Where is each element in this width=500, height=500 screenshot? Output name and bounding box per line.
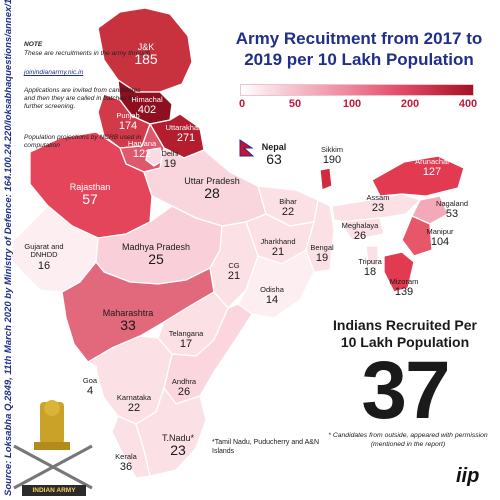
- region-label-meghalaya: Meghalaya 26: [341, 221, 379, 243]
- region-label-goa: Goa 4: [82, 376, 98, 398]
- army-emblem-icon: [13, 400, 93, 490]
- region-label-sikkim: Sikkim 190: [320, 145, 344, 167]
- region-label-nagaland: Nagaland 53: [435, 199, 469, 221]
- region-bengal: [305, 199, 335, 273]
- legend-color-scale: [240, 84, 474, 96]
- region-label-mp: Madhya Pradesh 25: [121, 242, 191, 268]
- region-tripura: [365, 245, 379, 267]
- region-jk: [97, 7, 193, 93]
- legend-tick: 0: [238, 98, 246, 110]
- legend-tick: 100: [342, 98, 362, 110]
- legend-tick: 400: [458, 98, 478, 110]
- summary-label: Indians Recruited Per 10 Lakh Population: [333, 317, 477, 350]
- region-delhi: [145, 147, 165, 167]
- region-label-manipur: Manipur 104: [426, 227, 454, 249]
- note-line-3: Population projections by NCRB used in c…: [24, 134, 142, 149]
- region-label-tripura: Tripura 18: [358, 257, 382, 279]
- region-arunachal: [371, 155, 465, 197]
- tamil-nadu-note: *Tamil Nadu, Puducherry and A&N Islands: [212, 439, 319, 455]
- note-line-1: These are recruitments in the army throu…: [24, 50, 151, 57]
- region-label-cg: CG 21: [227, 261, 241, 283]
- region-tn: [135, 387, 207, 477]
- region-label-odisha: Odisha 14: [260, 285, 284, 307]
- region-manipur: [401, 215, 433, 257]
- region-label-telangana: Telangana 17: [168, 329, 204, 351]
- emblem-caption: INDIAN ARMY: [22, 485, 86, 496]
- legend-tick: 50: [288, 98, 302, 110]
- source-citation: Source: Loksabha Q.2849, 11th March 2020…: [3, 0, 14, 496]
- brand-logo: iip: [456, 465, 480, 487]
- region-label-rajasthan: Rajasthan 57: [69, 182, 111, 208]
- region-meghalaya: [339, 217, 385, 241]
- legend-tick: 200: [400, 98, 420, 110]
- region-nagaland: [411, 195, 449, 225]
- note-link[interactable]: joinindianarmy.nic.in: [24, 69, 84, 76]
- region-label-mizoram: Mizoram 139: [389, 277, 419, 299]
- region-mizoram: [383, 251, 415, 293]
- region-label-delhi: Delhi 19: [161, 149, 179, 171]
- region-label-up: Uttar Pradesh 28: [184, 176, 240, 202]
- region-label-himachal: Himachal 402: [131, 95, 163, 117]
- region-label-andhra: Andhra 26: [171, 377, 197, 399]
- region-label-assam: Assam 23: [366, 193, 390, 215]
- region-label-bengal: Bengal 19: [310, 243, 334, 265]
- region-label-punjab: Punjab 174: [116, 111, 140, 133]
- note-heading: NOTE: [24, 41, 43, 48]
- region-label-jharkhand: Jharkhand 21: [260, 237, 296, 259]
- region-label-arunachal: Arunachal 127: [415, 157, 449, 179]
- note-line-2: Applications are invited from candidates…: [24, 87, 141, 110]
- region-label-jk: J&K 185: [134, 42, 158, 68]
- region-label-tn: T.Nadu* 23: [161, 433, 195, 459]
- chart-title: Army Recuitment from 2017 to 2019 per 10…: [235, 29, 483, 69]
- region-label-gujarat: Gujarat and DNHDD 16: [24, 242, 64, 272]
- region-label-kerala: Kerala 36: [115, 452, 137, 474]
- region-label-haryana: Haryana 122: [127, 139, 157, 161]
- summary-value: 37: [361, 345, 450, 436]
- region-label-nepal: Nepal 63: [261, 142, 287, 168]
- region-label-uttarakhand: Uttarakhand 271: [165, 123, 207, 145]
- region-label-maharashtra: Maharashtra 33: [102, 308, 154, 334]
- nepal-flag-icon: [239, 139, 255, 157]
- region-sikkim: [319, 167, 333, 191]
- region-odisha: [237, 249, 315, 319]
- footnote: * Candidates from outside, appeared with…: [328, 432, 488, 448]
- region-label-karnataka: Karnataka 22: [116, 393, 152, 415]
- region-assam: [331, 193, 421, 223]
- region-label-bihar: Bihar 22: [279, 197, 297, 219]
